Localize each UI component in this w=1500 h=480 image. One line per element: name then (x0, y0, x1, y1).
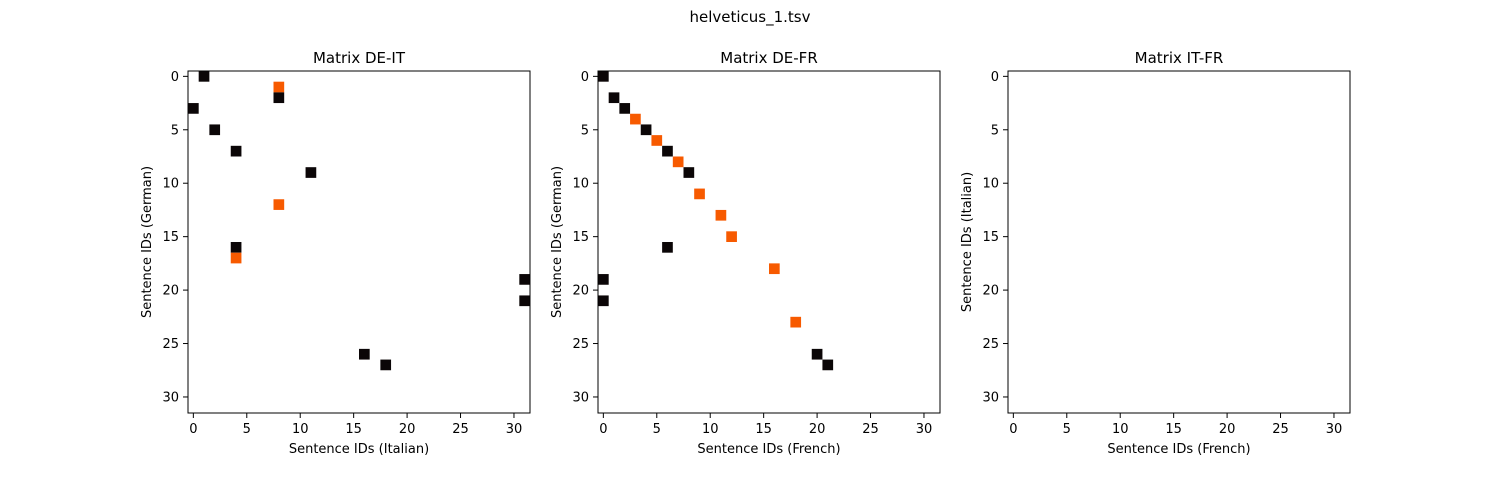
y-tick-label: 10 (572, 177, 589, 192)
chart-panel-1: 0 5 10 15 20 25 30 0 5 10 15 20 25 30 Matrix DE-IT Sent… (140, 49, 531, 457)
x-tick-label: 5 (1063, 422, 1071, 437)
x-tick-label: 15 (755, 422, 772, 437)
heatmap-cell-orange (672, 156, 684, 168)
heatmap-cell-black (273, 92, 285, 104)
heatmap-cell-orange (769, 263, 780, 275)
x-tick-label: 0 (599, 422, 607, 437)
y-tick-label: 5 (581, 123, 589, 138)
y-axis-label: Sentence IDs (German) (550, 166, 565, 318)
y-tick-label: 20 (572, 284, 589, 299)
heatmap-cell-orange (726, 231, 737, 242)
y-tick-label: 0 (171, 70, 179, 85)
heatmap-cell-black (619, 103, 631, 114)
plot-area (1008, 71, 1350, 413)
x-tick-label: 25 (862, 422, 879, 437)
x-tick-label: 30 (916, 422, 933, 437)
heatmap-cell-black (359, 348, 370, 360)
x-tick-label: 10 (702, 422, 719, 437)
heatmap-cell-orange (790, 316, 802, 328)
y-tick-label: 10 (982, 177, 999, 192)
axes-frame (187, 70, 531, 414)
y-tick-label: 10 (162, 177, 179, 192)
y-tick-label: 30 (572, 390, 589, 405)
heatmap-cell-orange (630, 113, 641, 125)
heatmap-cell-black (230, 145, 242, 157)
axes-frame (1007, 70, 1351, 414)
axes-frame (597, 70, 941, 414)
heatmap-cell-orange (694, 188, 705, 200)
y-axis-label: Sentence IDs (Italian) (960, 172, 975, 312)
y-axis-label: Sentence IDs (German) (140, 166, 155, 318)
heatmap-cell-black (519, 274, 530, 285)
y-tick-label: 5 (991, 123, 999, 138)
heatmap-cell-black (209, 124, 221, 136)
y-tick-label: 25 (162, 337, 179, 352)
heatmap-cell-black (188, 103, 199, 114)
y-tick-label: 15 (572, 230, 589, 245)
x-tick-label: 30 (1326, 422, 1343, 437)
heatmap-cell-black (662, 242, 673, 253)
y-tick-label: 20 (982, 284, 999, 299)
heatmap-cell-black (640, 124, 652, 136)
heatmap-cell-black (198, 71, 210, 82)
heatmap-cell-black (662, 145, 673, 157)
panels: 0 5 10 15 20 25 30 0 5 10 15 20 25 30 Matrix DE-IT Sent… (140, 49, 1351, 457)
heatmap-cell-black (598, 295, 609, 307)
y-tick-label: 15 (162, 230, 179, 245)
y-tick-label: 20 (162, 284, 179, 299)
y-tick-label: 25 (572, 337, 589, 352)
chart-title: Matrix IT-FR (1135, 49, 1224, 67)
x-tick-label: 25 (1272, 422, 1289, 437)
heatmap-cell-orange (273, 199, 285, 210)
y-tick-label: 30 (982, 390, 999, 405)
plot-area (598, 71, 940, 413)
heatmap-cell-black (380, 359, 392, 371)
x-tick-label: 20 (1219, 422, 1236, 437)
heatmap-cell-black (811, 348, 823, 360)
y-tick-label: 15 (982, 230, 999, 245)
x-tick-label: 0 (189, 422, 197, 437)
heatmap-cell-orange (230, 252, 242, 264)
x-tick-label: 20 (399, 422, 416, 437)
heatmap-cell-black (608, 92, 620, 104)
chart-panel-2: 0 5 10 15 20 25 30 0 5 10 15 20 25 30 Matrix DE-FR Sent… (550, 49, 941, 457)
figure-suptitle: helveticus_1.tsv (689, 8, 810, 27)
y-tick-label: 25 (982, 337, 999, 352)
heatmap-cell-black (822, 359, 834, 371)
heatmap-cell-black (230, 242, 242, 253)
chart-title: Matrix DE-IT (313, 49, 406, 67)
x-axis-label: Sentence IDs (French) (697, 442, 840, 457)
y-tick-label: 5 (171, 123, 179, 138)
x-tick-label: 30 (506, 422, 523, 437)
x-tick-label: 20 (809, 422, 826, 437)
y-tick-label: 30 (162, 390, 179, 405)
x-axis-label: Sentence IDs (French) (1107, 442, 1250, 457)
x-tick-label: 25 (452, 422, 469, 437)
heatmap-cell-orange (273, 81, 285, 93)
x-axis-label: Sentence IDs (Italian) (289, 442, 429, 457)
heatmap-cell-black (305, 167, 317, 178)
heatmap-cell-black (598, 71, 609, 82)
heatmap-cell-black (683, 167, 695, 178)
y-tick-label: 0 (991, 70, 999, 85)
x-tick-label: 5 (243, 422, 251, 437)
heatmap-cell-black (598, 274, 609, 285)
x-tick-label: 0 (1009, 422, 1017, 437)
chart-panel-3: 0 5 10 15 20 25 30 0 5 10 15 20 25 30 Matrix IT-FR Sent… (960, 49, 1351, 457)
y-tick-label: 0 (581, 70, 589, 85)
chart-title: Matrix DE-FR (720, 49, 818, 67)
x-tick-label: 15 (345, 422, 362, 437)
x-tick-label: 5 (653, 422, 661, 437)
x-tick-label: 15 (1165, 422, 1182, 437)
heatmap-cell-black (519, 295, 530, 307)
x-tick-label: 10 (1112, 422, 1129, 437)
heatmap-cell-orange (715, 209, 727, 221)
heatmap-cell-orange (651, 135, 663, 146)
x-tick-label: 10 (292, 422, 309, 437)
